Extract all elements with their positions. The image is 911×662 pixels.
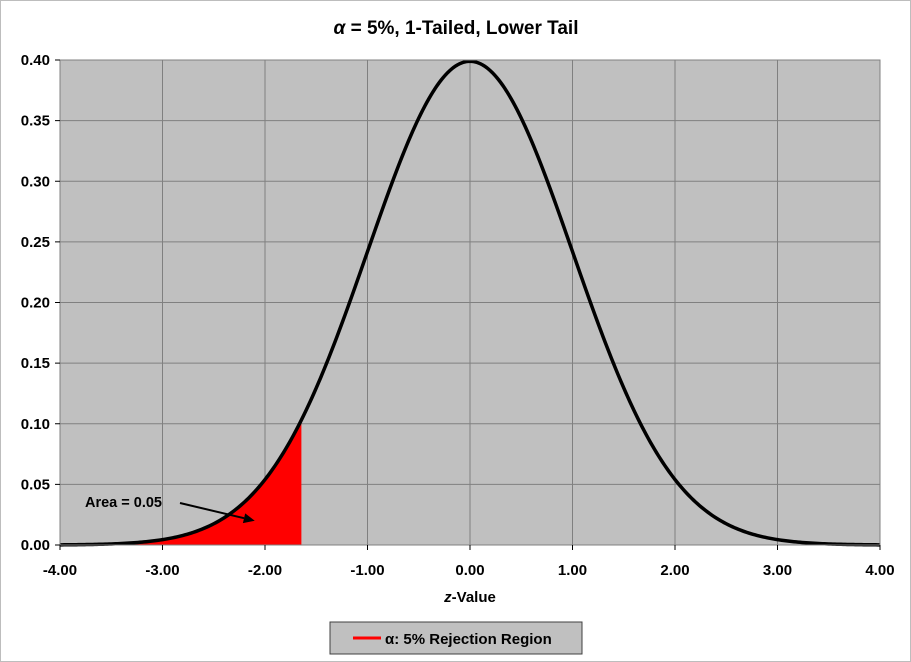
annotation-text: Area = 0.05 xyxy=(85,495,162,511)
annotation-arrow-line xyxy=(179,502,245,520)
x-tick-label: 3.00 xyxy=(763,562,792,579)
x-axis-label-italic: z xyxy=(443,589,452,606)
y-tick-label: 0.30 xyxy=(21,173,50,190)
x-axis-label: z-Value xyxy=(443,589,496,606)
y-axis-ticks: 0.00 0.05 0.10 0.15 0.20 0.25 0.30 0.35 0.40 xyxy=(21,52,60,554)
y-tick-label: 0.15 xyxy=(21,355,50,372)
y-tick-label: 0.35 xyxy=(21,113,50,130)
rejection-region-area xyxy=(60,419,302,545)
area-annotation: Area = 0.05 xyxy=(85,495,255,524)
x-tick-label: 0.00 xyxy=(455,562,484,579)
x-axis-ticks: -4.00 -3.00 -2.00 -1.00 0.00 1.00 2.00 3.00 4.00 xyxy=(43,545,895,579)
x-tick-label: -1.00 xyxy=(350,562,384,579)
y-tick-label: 0.00 xyxy=(21,537,50,554)
x-tick-label: -2.00 xyxy=(248,562,282,579)
y-tick-label: 0.25 xyxy=(21,234,50,251)
title-rest: = 5%, 1-Tailed, Lower Tail xyxy=(345,18,578,39)
x-tick-label: 2.00 xyxy=(660,562,689,579)
grid-lines xyxy=(60,60,880,545)
y-tick-label: 0.05 xyxy=(21,476,50,493)
x-axis-label-rest: -Value xyxy=(452,589,496,606)
x-tick-label: -3.00 xyxy=(145,562,179,579)
y-tick-label: 0.40 xyxy=(21,52,50,69)
x-tick-label: 1.00 xyxy=(558,562,587,579)
title-symbol: α xyxy=(334,18,347,39)
chart-title: α = 5%, 1-Tailed, Lower Tail xyxy=(334,18,579,39)
y-tick-label: 0.10 xyxy=(21,416,50,433)
y-tick-label: 0.20 xyxy=(21,295,50,312)
x-tick-label: -4.00 xyxy=(43,562,77,579)
normal-curve-line xyxy=(59,59,881,547)
x-tick-label: 4.00 xyxy=(865,562,894,579)
legend-label: α: 5% Rejection Region xyxy=(385,631,552,648)
annotation-arrow-head xyxy=(242,513,255,524)
legend: α: 5% Rejection Region xyxy=(329,621,583,655)
